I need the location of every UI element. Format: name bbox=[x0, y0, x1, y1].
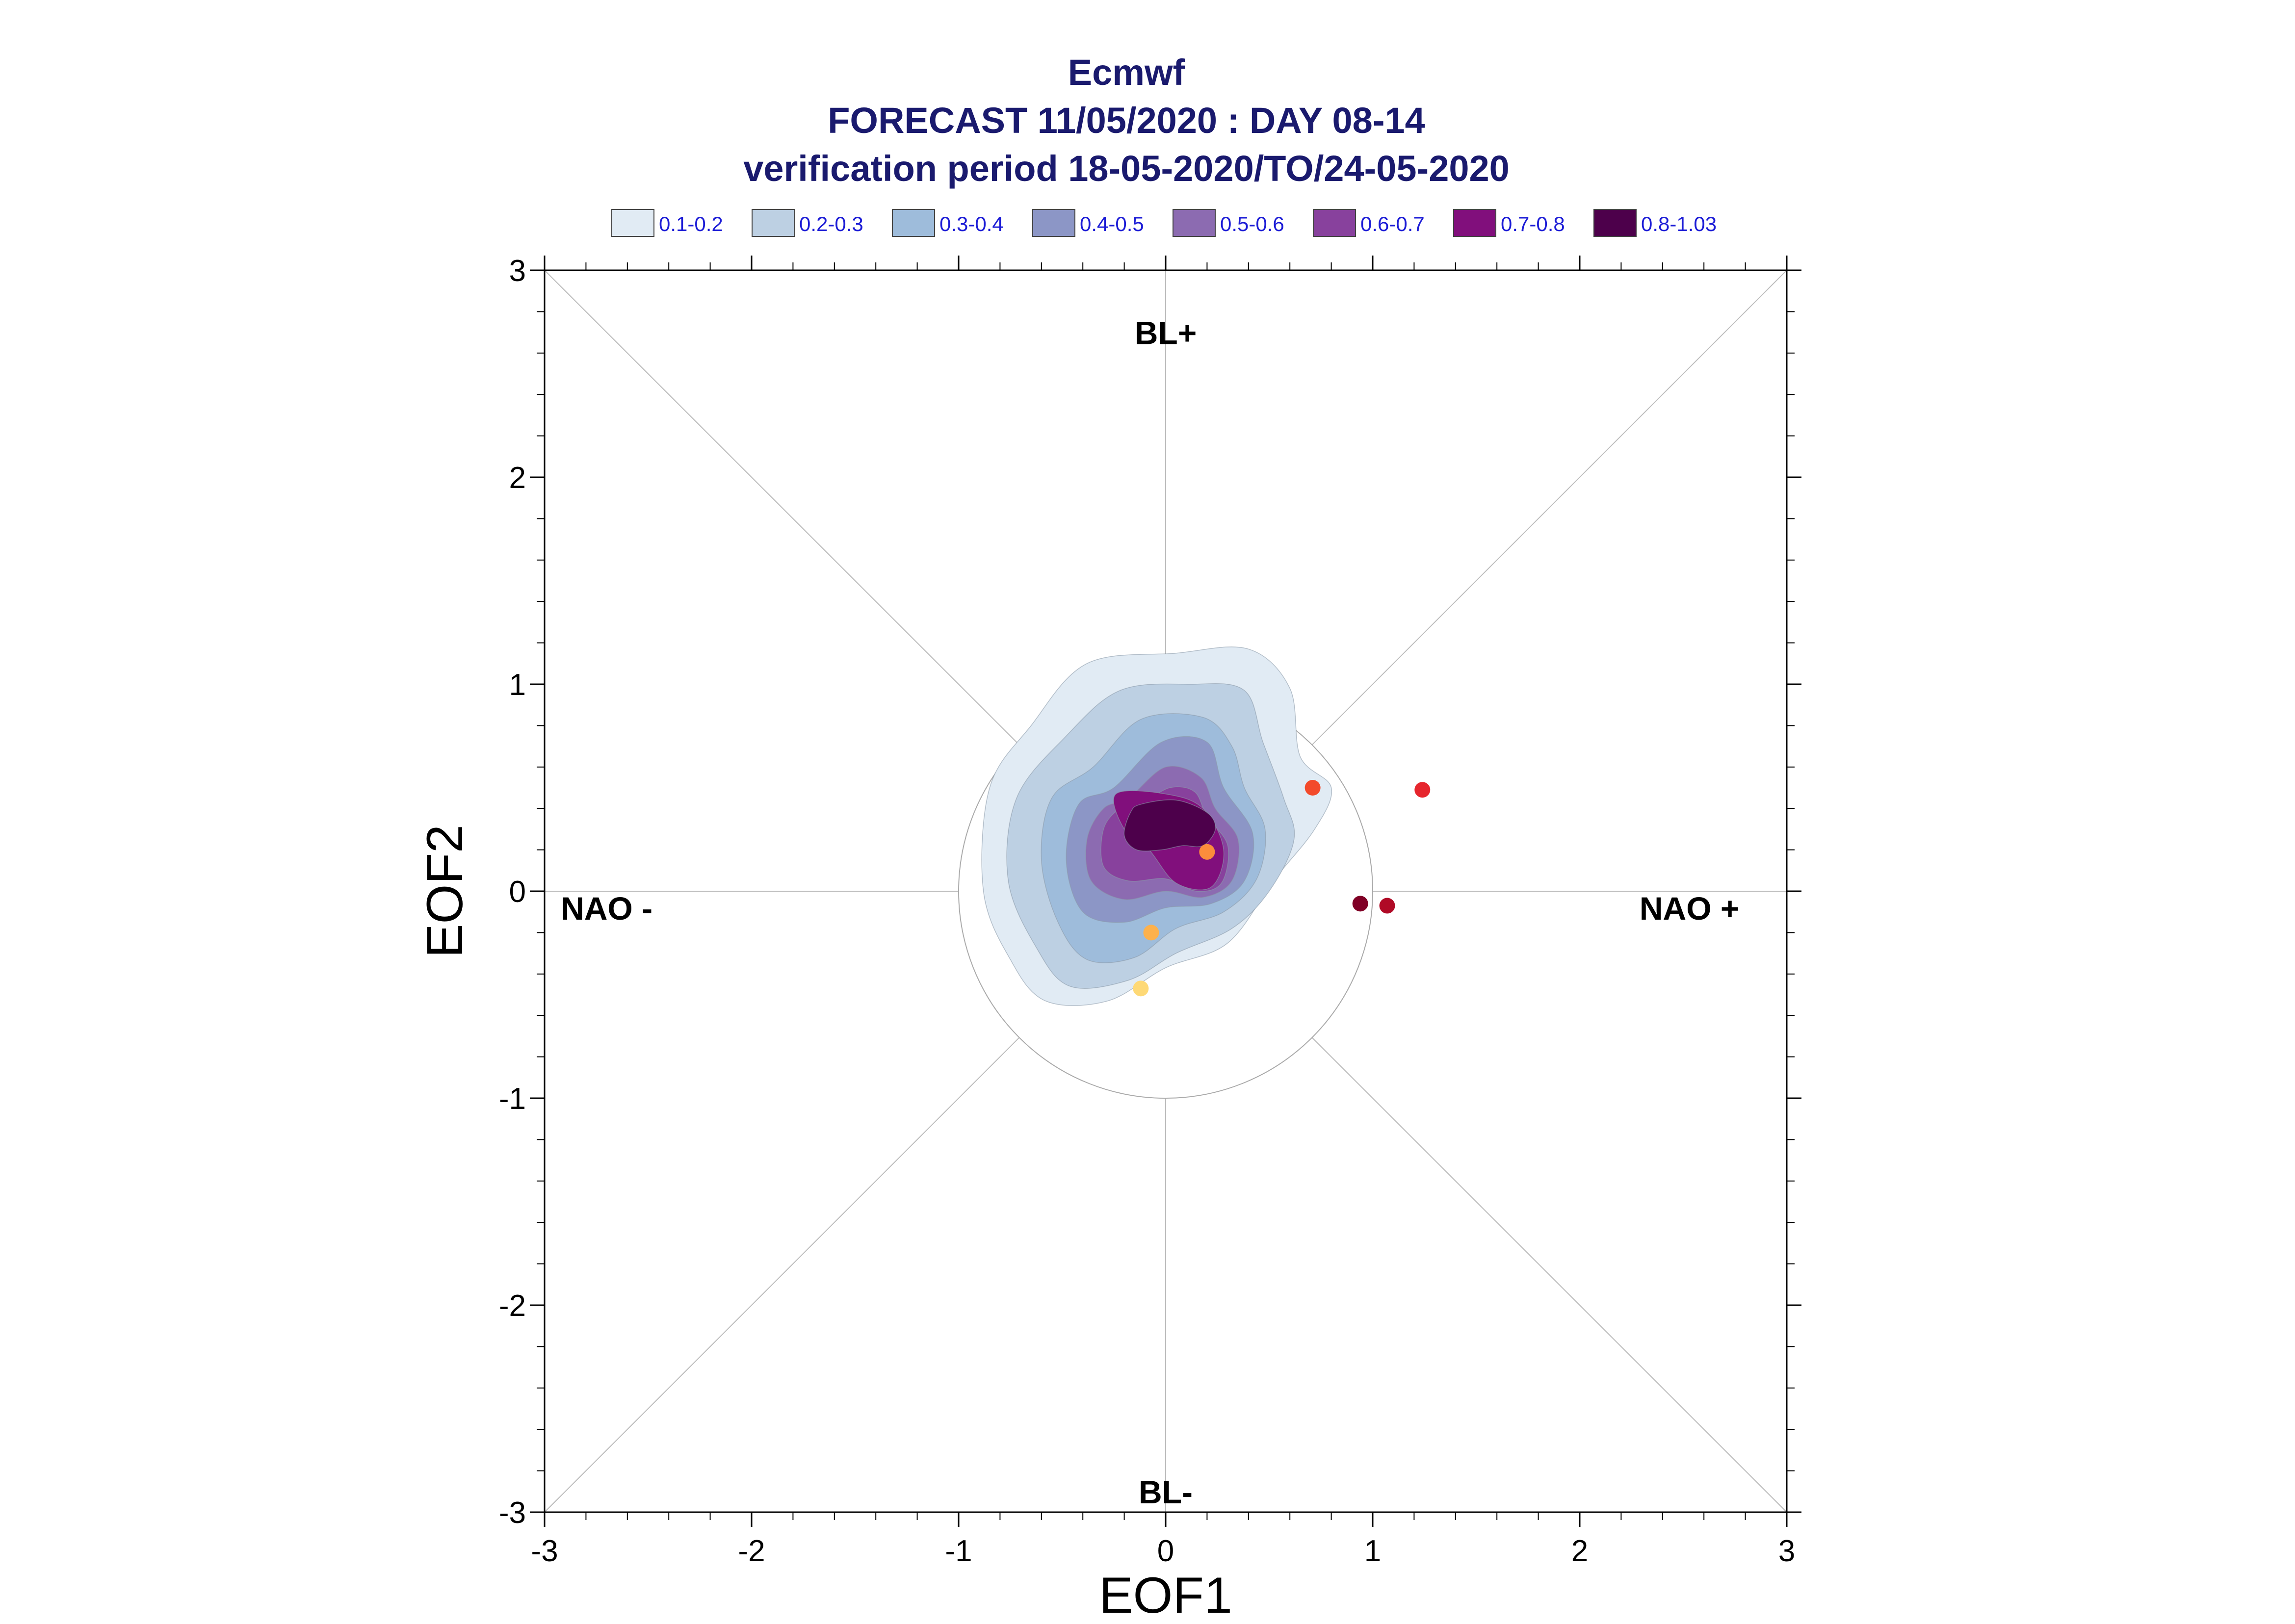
legend-swatch bbox=[892, 209, 935, 237]
data-point bbox=[1352, 896, 1368, 912]
legend-label: 0.4-0.5 bbox=[1080, 212, 1144, 235]
x-tick-label: -2 bbox=[738, 1534, 765, 1568]
legend-label: 0.5-0.6 bbox=[1220, 212, 1284, 235]
data-point bbox=[1304, 780, 1321, 796]
regime-label: BL- bbox=[1139, 1474, 1193, 1510]
y-tick-label: -2 bbox=[499, 1289, 526, 1323]
x-tick-label: -3 bbox=[531, 1534, 558, 1568]
legend-label: 0.2-0.3 bbox=[799, 212, 863, 235]
regime-label: NAO - bbox=[561, 890, 652, 927]
legend-swatch bbox=[1313, 209, 1356, 237]
x-tick-label: 1 bbox=[1364, 1534, 1381, 1568]
y-tick-label: 0 bbox=[509, 875, 526, 909]
regime-label: NAO + bbox=[1640, 890, 1740, 927]
data-point bbox=[1143, 925, 1159, 941]
data-point bbox=[1414, 782, 1431, 798]
legend-swatch bbox=[1593, 209, 1637, 237]
legend-label: 0.3-0.4 bbox=[939, 212, 1004, 235]
y-tick-label: 1 bbox=[509, 668, 526, 702]
legend-swatch bbox=[752, 209, 795, 237]
regime-label: BL+ bbox=[1135, 315, 1197, 351]
data-point bbox=[1199, 844, 1215, 860]
data-point bbox=[1133, 980, 1149, 997]
legend-label: 0.7-0.8 bbox=[1501, 212, 1565, 235]
y-tick-label: 2 bbox=[509, 461, 526, 495]
x-tick-label: -1 bbox=[945, 1534, 972, 1568]
y-tick-label: -3 bbox=[499, 1496, 526, 1530]
chart-title-line-2: FORECAST 11/05/2020 : DAY 08-14 bbox=[828, 100, 1425, 141]
plot-area: BL+ BL- NAO - NAO + -3 -2 -1 0 1 2 3 -3 -2 -1 0 1 2 3 bbox=[499, 254, 1801, 1568]
legend-swatch bbox=[1173, 209, 1216, 237]
density-contours bbox=[981, 646, 1332, 1006]
x-axis-title: EOF1 bbox=[1099, 1567, 1232, 1624]
x-tick-label: 2 bbox=[1571, 1534, 1588, 1568]
legend: 0.1-0.2 0.2-0.3 0.3-0.4 0.4-0.5 0.5-0.6 0.6-0… bbox=[611, 209, 1717, 237]
y-tick-label: 3 bbox=[509, 254, 526, 288]
legend-swatch bbox=[611, 209, 654, 237]
legend-swatch bbox=[1453, 209, 1496, 237]
ensemble-points bbox=[1133, 780, 1431, 997]
axis-ticks: -3 -2 -1 0 1 2 3 -3 -2 -1 0 1 2 3 bbox=[499, 254, 1801, 1568]
x-tick-label: 0 bbox=[1157, 1534, 1174, 1568]
legend-label: 0.8-1.03 bbox=[1641, 212, 1717, 235]
x-tick-label: 3 bbox=[1778, 1534, 1795, 1568]
density-contour bbox=[1123, 799, 1216, 851]
chart-title-line-1: Ecmwf bbox=[1068, 52, 1185, 93]
legend-label: 0.1-0.2 bbox=[659, 212, 723, 235]
y-axis-title: EOF2 bbox=[417, 825, 473, 958]
regime-labels: BL+ BL- NAO - NAO + bbox=[561, 315, 1739, 1510]
legend-label: 0.6-0.7 bbox=[1360, 212, 1425, 235]
y-tick-label: -1 bbox=[499, 1082, 526, 1116]
legend-swatch bbox=[1032, 209, 1075, 237]
chart-title-line-3: verification period 18-05-2020/TO/24-05-… bbox=[743, 148, 1510, 189]
data-point bbox=[1379, 898, 1395, 914]
